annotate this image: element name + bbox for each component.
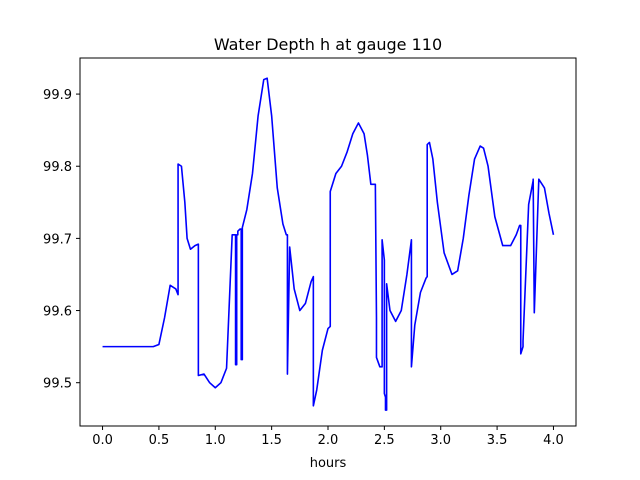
x-tick-label: 4.0 [543,433,564,448]
x-axis-ticks: 0.0 0.5 1.0 1.5 2.0 2.5 3.0 3.5 4.0 [92,426,564,448]
series-line-0 [102,77,555,411]
y-axis-ticks: 99.5 99.6 99.7 99.8 99.9 [43,88,80,392]
x-tick-label: 0.5 [149,433,170,448]
x-axis-label: hours [310,456,347,471]
y-tick-label: 99.6 [43,305,72,320]
x-tick-label: 3.0 [430,433,451,448]
x-tick-label: 2.0 [318,433,339,448]
y-tick-label: 99.7 [43,232,72,247]
x-tick-label: 1.0 [205,433,226,448]
x-tick-label: 0.0 [92,433,113,448]
axes-frame [79,57,577,427]
y-tick-label: 99.8 [43,160,72,175]
plot-area [102,77,555,411]
y-tick-label: 99.5 [43,377,72,392]
x-tick-label: 2.5 [374,433,395,448]
x-tick-label: 3.5 [487,433,508,448]
x-tick-label: 1.5 [261,433,282,448]
y-tick-label: 99.9 [43,88,72,103]
chart-title: Water Depth h at gauge 110 [214,35,442,54]
